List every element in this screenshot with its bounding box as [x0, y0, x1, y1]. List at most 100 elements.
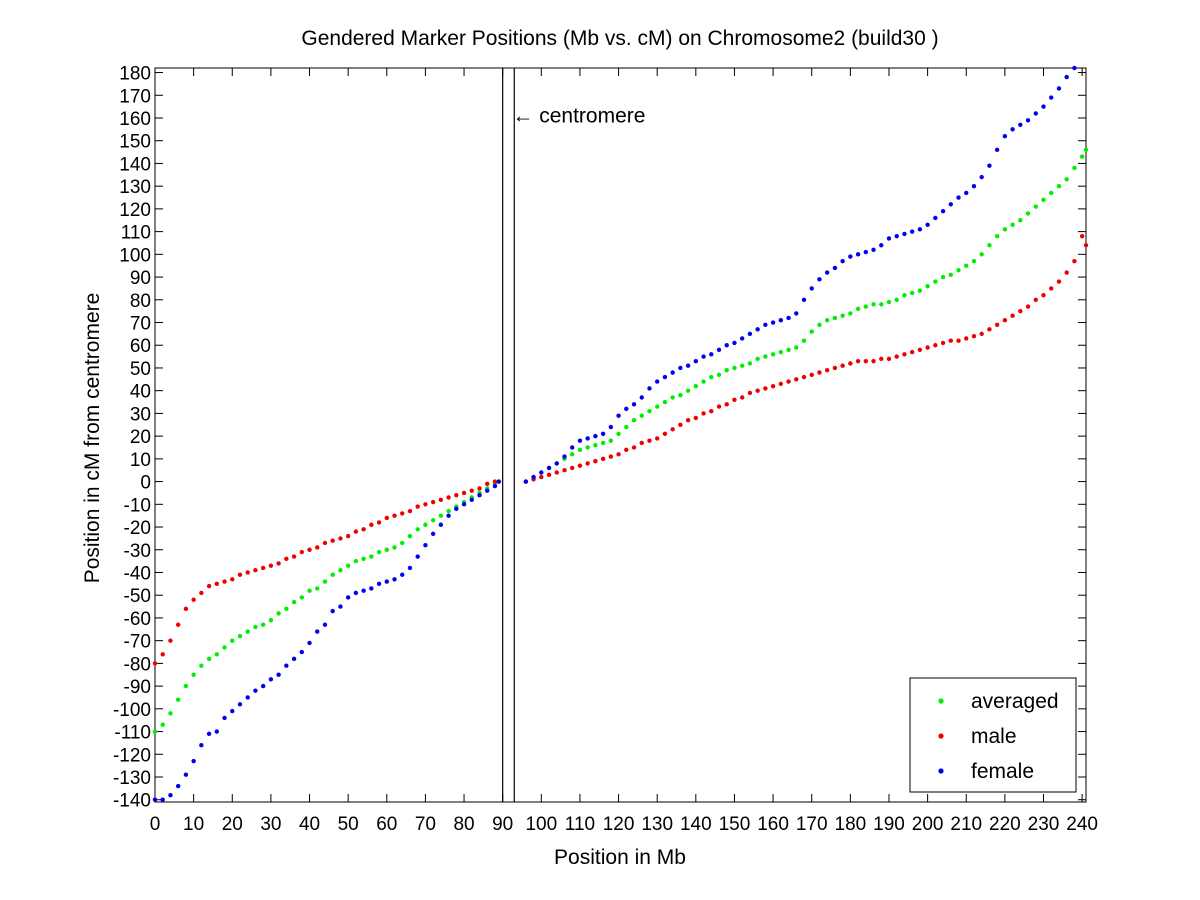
male-point	[739, 395, 745, 400]
averaged-point	[199, 663, 204, 668]
female-point	[461, 502, 467, 507]
male-point	[284, 556, 289, 562]
x-tick-label: 60	[376, 814, 397, 835]
male-point	[693, 415, 699, 421]
averaged-point	[763, 354, 768, 359]
male-point	[1033, 297, 1038, 302]
male-point	[160, 652, 165, 657]
y-tick-label: -80	[124, 654, 151, 675]
male-point	[237, 572, 243, 577]
y-tick-label: 140	[119, 154, 151, 175]
male-point	[477, 486, 482, 491]
female-point	[964, 190, 969, 196]
legend-box	[909, 677, 1077, 793]
averaged-point	[1041, 197, 1046, 203]
male-point	[824, 368, 830, 373]
male-point	[446, 495, 451, 500]
female-point	[531, 474, 536, 480]
female-point	[168, 792, 173, 798]
female-point	[299, 649, 304, 655]
y-tick-label: -40	[124, 563, 151, 584]
male-point	[994, 322, 1000, 327]
averaged-point	[608, 438, 614, 443]
female-point	[554, 461, 559, 466]
legend-marker-averaged	[938, 698, 944, 704]
x-tick-label: 180	[835, 814, 867, 835]
series-female	[152, 65, 1077, 802]
female-point	[400, 572, 405, 577]
averaged-point	[152, 729, 158, 734]
male-point	[369, 522, 374, 527]
male-point	[454, 493, 459, 498]
female-point	[276, 672, 281, 677]
male-point	[840, 363, 845, 368]
x-tick-label: 110	[565, 814, 595, 835]
centromere-lines	[502, 68, 515, 802]
male-point	[654, 436, 660, 441]
female-point	[361, 588, 366, 593]
averaged-point	[400, 540, 405, 546]
averaged-point	[206, 656, 212, 662]
averaged-point	[1049, 190, 1054, 196]
averaged-point	[979, 252, 984, 257]
female-point	[384, 579, 389, 584]
averaged-point	[585, 445, 590, 450]
averaged-point	[307, 588, 312, 593]
averaged-point	[678, 393, 683, 398]
averaged-point	[160, 722, 165, 727]
female-point	[794, 311, 799, 316]
male-point	[546, 472, 552, 477]
series-layer	[152, 65, 1089, 802]
male-point	[855, 358, 861, 364]
male-point	[902, 352, 907, 357]
x-tick-label: 160	[757, 814, 789, 835]
female-point	[709, 352, 714, 357]
averaged-point	[369, 554, 374, 559]
female-point	[724, 343, 729, 348]
averaged-point	[794, 345, 799, 350]
male-point	[268, 563, 274, 568]
female-point	[917, 227, 923, 232]
male-point	[593, 458, 598, 464]
female-point	[716, 347, 722, 352]
female-point	[863, 249, 869, 255]
male-point	[1079, 233, 1085, 239]
female-point	[979, 174, 984, 180]
averaged-point	[654, 404, 660, 409]
male-point	[1056, 279, 1062, 284]
female-point	[647, 386, 652, 391]
averaged-point	[1018, 218, 1023, 223]
averaged-point	[994, 233, 1000, 239]
y-tick-label: 90	[130, 268, 151, 289]
averaged-point	[778, 349, 784, 355]
female-point	[1018, 122, 1023, 128]
x-tick-label: 10	[183, 814, 204, 835]
y-tick-label: -70	[124, 632, 151, 653]
male-point	[260, 565, 266, 571]
female-point	[608, 424, 614, 430]
female-point	[369, 586, 374, 591]
female-point	[338, 604, 343, 609]
female-point	[415, 554, 420, 559]
male-point	[701, 411, 706, 416]
female-point	[392, 577, 397, 582]
averaged-point	[917, 288, 923, 293]
y-tick-label: 20	[130, 427, 151, 448]
male-point	[307, 547, 312, 552]
female-point	[485, 488, 490, 493]
averaged-point	[709, 374, 714, 380]
male-point	[794, 377, 799, 382]
averaged-point	[384, 547, 389, 552]
averaged-point	[879, 302, 884, 307]
male-point	[485, 481, 490, 487]
female-point	[160, 797, 165, 802]
male-point	[1002, 318, 1008, 323]
male-point	[763, 386, 768, 391]
averaged-point	[361, 556, 366, 562]
averaged-point	[971, 258, 977, 264]
female-point	[654, 379, 660, 384]
female-point	[925, 222, 930, 227]
male-point	[948, 338, 953, 343]
male-point	[747, 390, 753, 396]
